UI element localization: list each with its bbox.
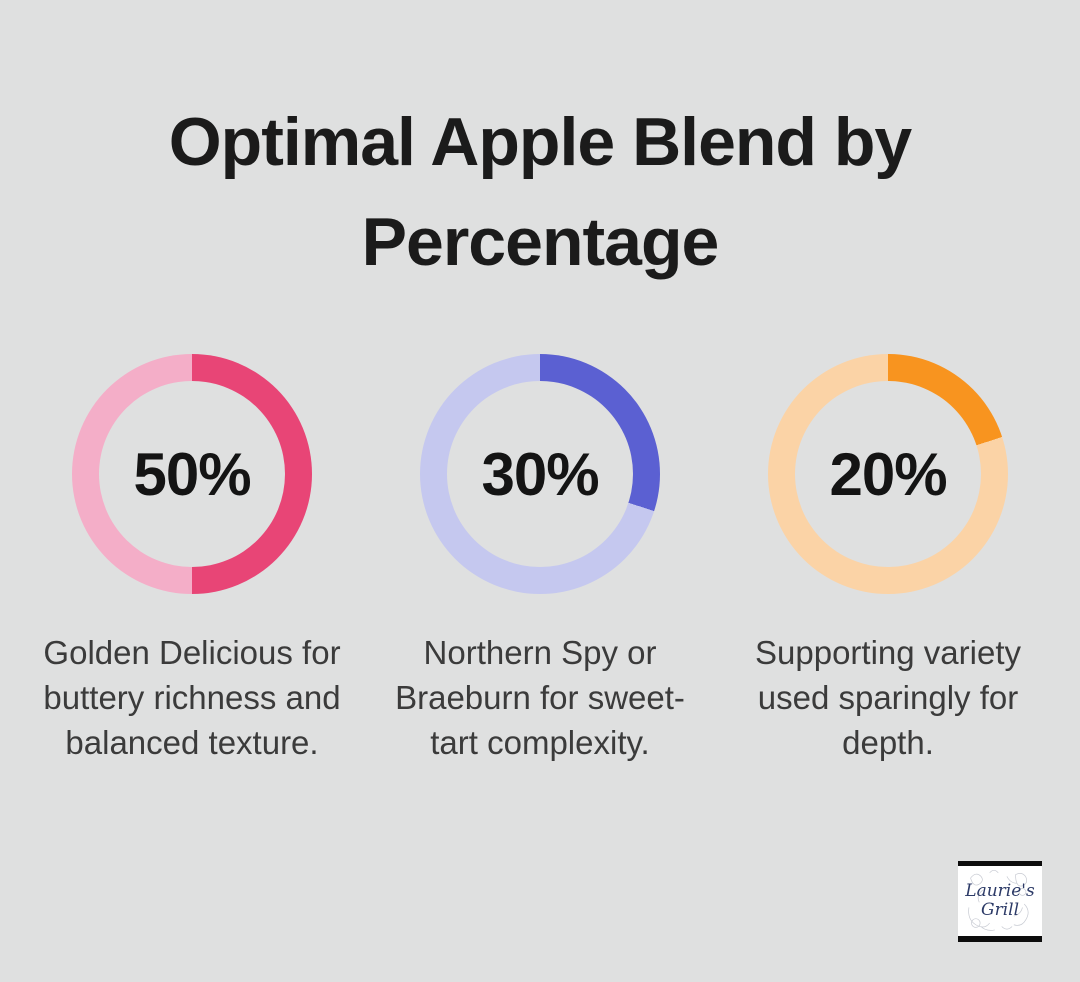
donut-chart-50: 50% xyxy=(72,354,312,594)
donut-percent-label: 50% xyxy=(133,440,251,508)
page-title: Optimal Apple Blend by Percentage xyxy=(168,104,912,280)
donut-caption: Northern Spy or Braeburn for sweet-tart … xyxy=(395,634,685,761)
donut-chart-30: 30% xyxy=(420,354,660,594)
donut-caption: Supporting variety used sparingly for de… xyxy=(755,634,1021,761)
brand-logo: Laurie's Grill xyxy=(958,861,1042,942)
donut-percent-label: 30% xyxy=(481,440,599,508)
donut-charts-row: 50% Golden Delicious for buttery richnes… xyxy=(18,354,1062,765)
logo-text-line1: Laurie's xyxy=(965,881,1035,901)
donut-chart-20: 20% xyxy=(768,354,1008,594)
donut-column-supporting-variety: 20% Supporting variety used sparingly fo… xyxy=(714,354,1062,765)
logo-doodle-art xyxy=(968,869,1029,931)
donut-caption: Golden Delicious for buttery richness an… xyxy=(43,634,341,761)
donut-column-golden-delicious: 50% Golden Delicious for buttery richnes… xyxy=(18,354,366,765)
donut-percent-label: 20% xyxy=(829,440,947,508)
logo-text-line2: Grill xyxy=(980,900,1020,920)
donut-column-northern-spy: 30% Northern Spy or Braeburn for sweet-t… xyxy=(366,354,714,765)
